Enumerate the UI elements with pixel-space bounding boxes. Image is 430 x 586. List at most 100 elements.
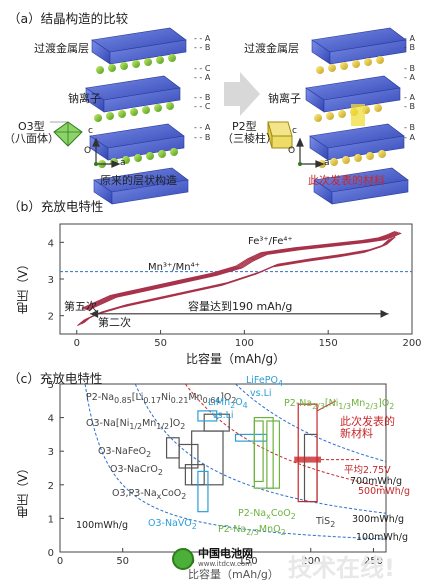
label-new-material: 此次发表的 新材料 xyxy=(340,415,395,440)
label-o3-nimn: O3-Na[Ni1/2Mn1/2]O2 xyxy=(86,418,186,431)
capacity-arrow-right-head xyxy=(380,309,389,318)
y-tick-label: 4 xyxy=(48,238,54,249)
material-box xyxy=(178,443,199,469)
x-tick-label: 0 xyxy=(74,338,80,349)
o3-sub-label: （八面体） xyxy=(4,132,59,145)
energy-line xyxy=(84,383,387,540)
y-tick-label: 2 xyxy=(48,481,54,492)
right-stack-letters: - A - B - B - A - A - B - B - A xyxy=(404,34,415,142)
panel-b-capacity-label: 容量达到190 mAh/g xyxy=(188,300,293,313)
label-lifepo: LiFePO4 vs.Li xyxy=(246,375,283,399)
label-tis: TiS2 xyxy=(316,516,336,529)
right-axis-a: a xyxy=(324,158,330,168)
x-tick-label: 200 xyxy=(402,338,421,349)
label-o3-co: O3,P3-NaxCoO2 xyxy=(112,488,187,501)
y-tick-label: 1 xyxy=(48,514,54,525)
p2-label: P2型 xyxy=(232,120,257,133)
label-p2-nimn: P2-Na2/3[Ni1/3Mn2/3]O2 xyxy=(284,398,395,411)
x-tick-label: 50 xyxy=(154,338,167,349)
p2-crystal-structure xyxy=(305,27,409,205)
label-100-left: 100mWh/g xyxy=(76,520,129,531)
right-ion-label: 钠离子 xyxy=(268,92,301,105)
label-o3-v: O3-NaVO2 xyxy=(148,518,197,531)
x-tick-label: 0 xyxy=(57,556,63,567)
label-average: 平均2.75V xyxy=(344,465,391,476)
o3-label: O3型 xyxy=(18,120,45,133)
x-tick-label: 50 xyxy=(116,556,129,567)
material-box xyxy=(253,420,264,483)
material-box xyxy=(197,410,218,422)
material-box xyxy=(303,433,318,503)
panel-b-fifth-label: 第五次 xyxy=(64,300,97,313)
panel-b-second-label: 第二次 xyxy=(98,316,131,329)
x-tick-label: 150 xyxy=(239,556,258,567)
capacity-arrow-left-head xyxy=(90,309,99,318)
panel-b-xlabel: 比容量（mAh/g） xyxy=(186,352,286,366)
right-caption: 此次发表的材料 xyxy=(308,174,385,187)
axis-icon-left xyxy=(92,137,121,168)
energy-line xyxy=(184,383,387,488)
charge-curve xyxy=(84,231,399,310)
y-tick-label: 0 xyxy=(48,548,54,559)
battery-logo-icon xyxy=(172,548,194,570)
average-bar xyxy=(294,456,322,463)
left-axis-c: c xyxy=(88,126,93,136)
watermark-side: 技术在线! xyxy=(288,554,395,582)
material-box xyxy=(165,437,180,459)
label-100-right: 100mWh/g xyxy=(356,532,409,543)
y-tick-label: 2 xyxy=(48,312,54,323)
x-tick-label: 250 xyxy=(364,556,383,567)
y-tick-label: 3 xyxy=(48,275,54,286)
left-axis-o: O xyxy=(84,146,92,156)
material-box xyxy=(197,470,209,513)
discharge-curve xyxy=(77,239,390,327)
material-box xyxy=(266,420,281,489)
right-axis-o: O xyxy=(288,146,296,156)
label-p2-co: P2-NaxCoO2 xyxy=(238,508,296,521)
x-tick-label: 200 xyxy=(301,556,320,567)
material-box xyxy=(297,403,318,503)
panel-b-ylabel: 电压（V） xyxy=(16,258,30,315)
y-tick-label: 3 xyxy=(48,447,54,458)
left-layer-label: 过渡金属层 xyxy=(34,42,89,55)
label-700: 700mWh/g xyxy=(350,476,403,487)
left-stack-letters: - - A - - B - - C - - A - - B - - C - - … xyxy=(194,34,211,142)
new-material-pointer xyxy=(316,400,337,412)
octahedron-icon xyxy=(50,121,83,147)
plot-frame xyxy=(59,383,387,553)
label-o3-cr: O3-NaCrO2 xyxy=(110,464,163,477)
right-axis-c: c xyxy=(292,126,297,136)
material-box xyxy=(253,416,274,489)
panel-a-diagram xyxy=(50,27,409,205)
right-layer-label: 过渡金属层 xyxy=(244,42,299,55)
label-p2-mn: P2-Na2/3MnO2 xyxy=(218,524,286,537)
prism-icon xyxy=(267,121,293,149)
x-tick-label: 150 xyxy=(319,338,338,349)
material-box xyxy=(191,430,224,486)
energy-line xyxy=(134,383,387,514)
label-300: 300mWh/g xyxy=(352,514,405,525)
panel-c-xlabel: 比容量（mAh/g） xyxy=(188,568,279,581)
left-caption: 原来的层状构造 xyxy=(100,174,177,187)
watermark-logo: 中国电池网 www.itdcw.com xyxy=(172,548,253,570)
charge-curve xyxy=(83,231,397,310)
charge-curve xyxy=(86,232,400,311)
panel-b-header: （b）充放电特性 xyxy=(8,199,104,214)
charge-curve xyxy=(81,230,396,309)
y-tick-label: 5 xyxy=(48,380,54,391)
o3-crystal-structure xyxy=(85,27,189,205)
left-ion-label: 钠离子 xyxy=(68,92,101,105)
y-tick-label: 4 xyxy=(48,414,54,425)
transform-arrow xyxy=(224,72,260,116)
panel-c-header: （c）充放电特性 xyxy=(8,371,103,386)
x-tick-label: 100 xyxy=(235,338,254,349)
panel-c-ylabel: 电压（V） xyxy=(16,462,30,519)
charge-curve xyxy=(87,232,402,311)
label-limn: LiMn2O4 vs.Li xyxy=(208,397,248,421)
axis-icon-right xyxy=(296,137,325,168)
label-o3-fe: O3-NaFeO2 xyxy=(98,446,152,459)
p2-sub-label: （三棱柱） xyxy=(222,132,277,145)
label-500: 500mWh/g xyxy=(358,486,411,497)
label-p2-li: P2-Na0.85[Li0.17Ni0.21Mn0.64]O2 xyxy=(86,392,237,405)
material-box xyxy=(184,464,205,486)
